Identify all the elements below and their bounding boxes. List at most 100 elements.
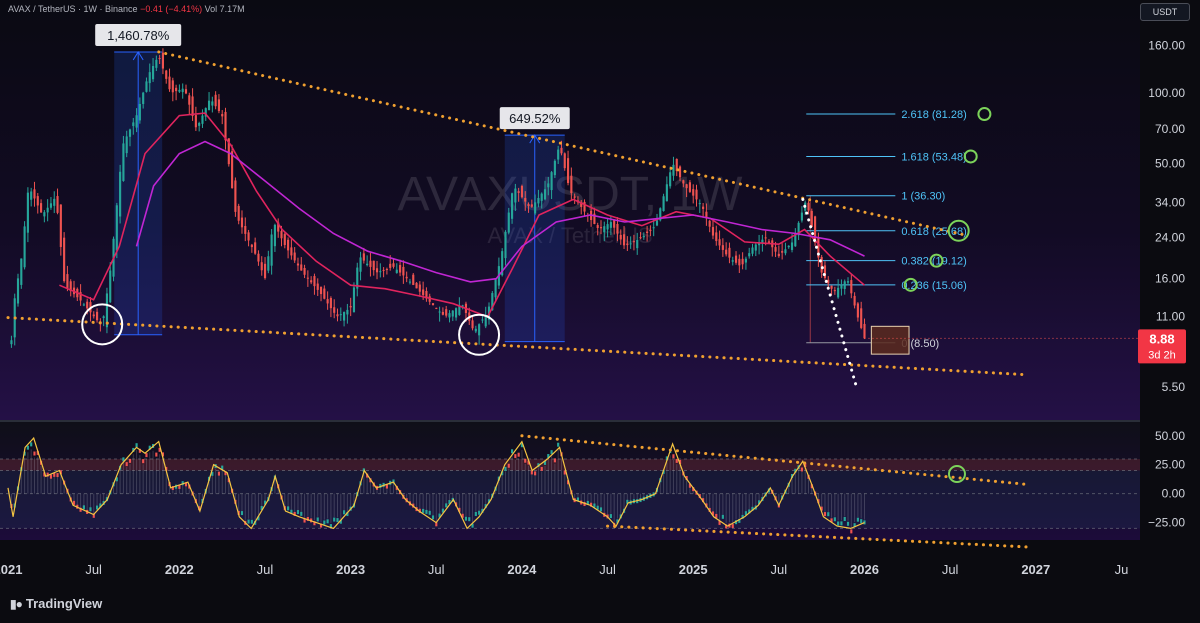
candle-body <box>777 253 780 257</box>
candle-body <box>830 285 833 289</box>
oscillator-candle <box>626 499 629 504</box>
candle-body <box>860 308 863 328</box>
candle-body <box>738 258 741 266</box>
quote-currency-button[interactable]: USDT <box>1140 3 1190 21</box>
time-axis-label: 2025 <box>679 562 708 577</box>
oscillator-candle <box>221 465 224 470</box>
oscillator-candle <box>155 452 158 457</box>
time-axis-label: Jul <box>428 562 445 577</box>
candle-body <box>725 249 728 255</box>
candle-body <box>827 279 830 284</box>
candle-body <box>659 208 662 221</box>
oscillator-candle <box>850 529 853 534</box>
candle-body <box>138 103 141 121</box>
candle-body <box>619 234 622 240</box>
candle-body <box>510 193 514 219</box>
candle-body <box>458 305 461 315</box>
candle-body <box>408 281 412 283</box>
candle-body <box>109 270 112 303</box>
oscillator-candle <box>425 509 428 514</box>
last-price-tag <box>1138 329 1186 364</box>
candle-body <box>734 255 738 263</box>
candle-body <box>669 172 672 187</box>
candle-body <box>372 260 375 271</box>
candle-body <box>231 151 234 189</box>
oscillator-candle <box>800 467 803 472</box>
oscillator-candle <box>843 516 846 521</box>
candle-body <box>728 247 731 258</box>
candle-body <box>774 247 777 252</box>
time-axis-label: 2022 <box>165 562 194 577</box>
candle-body <box>514 188 517 203</box>
candle-body <box>191 96 194 116</box>
oscillator-trendline <box>520 434 1029 486</box>
candle-body <box>49 203 53 208</box>
fib-level-label: 1 (36.30) <box>901 191 945 203</box>
candle-body <box>639 237 642 239</box>
oscillator-candle <box>484 504 487 509</box>
candle-body <box>224 111 227 141</box>
oscillator-candle <box>563 470 566 475</box>
candle-body <box>122 143 125 181</box>
target-circle <box>903 277 918 292</box>
candle-body <box>823 265 827 278</box>
candle-body <box>761 239 764 243</box>
candle-body <box>310 280 313 283</box>
oscillator-overbought-band <box>0 458 1140 471</box>
oscillator-candle <box>830 518 833 523</box>
candle-body <box>474 328 477 332</box>
oscillator-candle <box>672 454 675 459</box>
candle-body <box>754 244 757 251</box>
candle-body <box>662 196 665 212</box>
candle-body <box>846 281 850 283</box>
oscillator-pane-background <box>0 422 1140 540</box>
candle-body <box>560 147 563 154</box>
candle-body <box>425 291 428 299</box>
time-axis-label: Jul <box>599 562 616 577</box>
candle-body <box>399 265 402 273</box>
candle-body <box>616 223 619 234</box>
footer <box>0 589 1200 623</box>
oscillator-candle <box>257 516 260 521</box>
measure-arrow-head <box>529 134 541 144</box>
price-axis-label: 70.00 <box>1155 122 1185 136</box>
symbol-header: AVAX / TetherUS · 1W · Binance −0.41 (−4… <box>8 4 245 14</box>
oscillator-candle <box>576 497 580 502</box>
candle-body <box>263 263 267 279</box>
candle-body <box>135 115 138 128</box>
candle-body <box>33 189 36 199</box>
oscillator-candle <box>840 521 843 526</box>
candle-body <box>833 290 836 292</box>
oscillator-candle <box>590 502 593 507</box>
candle-body <box>491 293 494 311</box>
candle-body <box>178 89 181 92</box>
candle-body <box>451 310 454 317</box>
candle-body <box>244 225 247 234</box>
time-axis-label: 2024 <box>507 562 537 577</box>
oscillator-trendline <box>606 524 1029 549</box>
oscillator-candle <box>316 517 319 522</box>
oscillator-candle <box>56 473 59 478</box>
oscillator-candle <box>534 471 537 476</box>
oscillator-candle <box>846 521 850 526</box>
oscillator-axis-label: 25.00 <box>1155 458 1185 472</box>
oscillator-candle <box>464 516 468 521</box>
candle-body <box>840 284 843 289</box>
oscillator-candle <box>616 519 619 524</box>
candle-body <box>385 268 388 270</box>
candle-body <box>300 264 303 271</box>
candle-body <box>175 87 178 92</box>
candle-body <box>599 227 603 229</box>
candle-body <box>319 286 323 295</box>
tradingview-logo[interactable]: ▮● TradingView <box>10 596 102 611</box>
oscillator-candle <box>520 443 524 448</box>
candle-body <box>306 277 309 279</box>
candle-body <box>837 287 840 298</box>
candle-body <box>715 232 718 242</box>
oscillator-candle <box>566 480 570 485</box>
candle-body <box>652 227 655 229</box>
candle-body <box>165 70 168 79</box>
price-axis-label: 160.00 <box>1148 38 1185 52</box>
symbol-title[interactable]: AVAX / TetherUS · 1W · Binance <box>8 4 138 14</box>
